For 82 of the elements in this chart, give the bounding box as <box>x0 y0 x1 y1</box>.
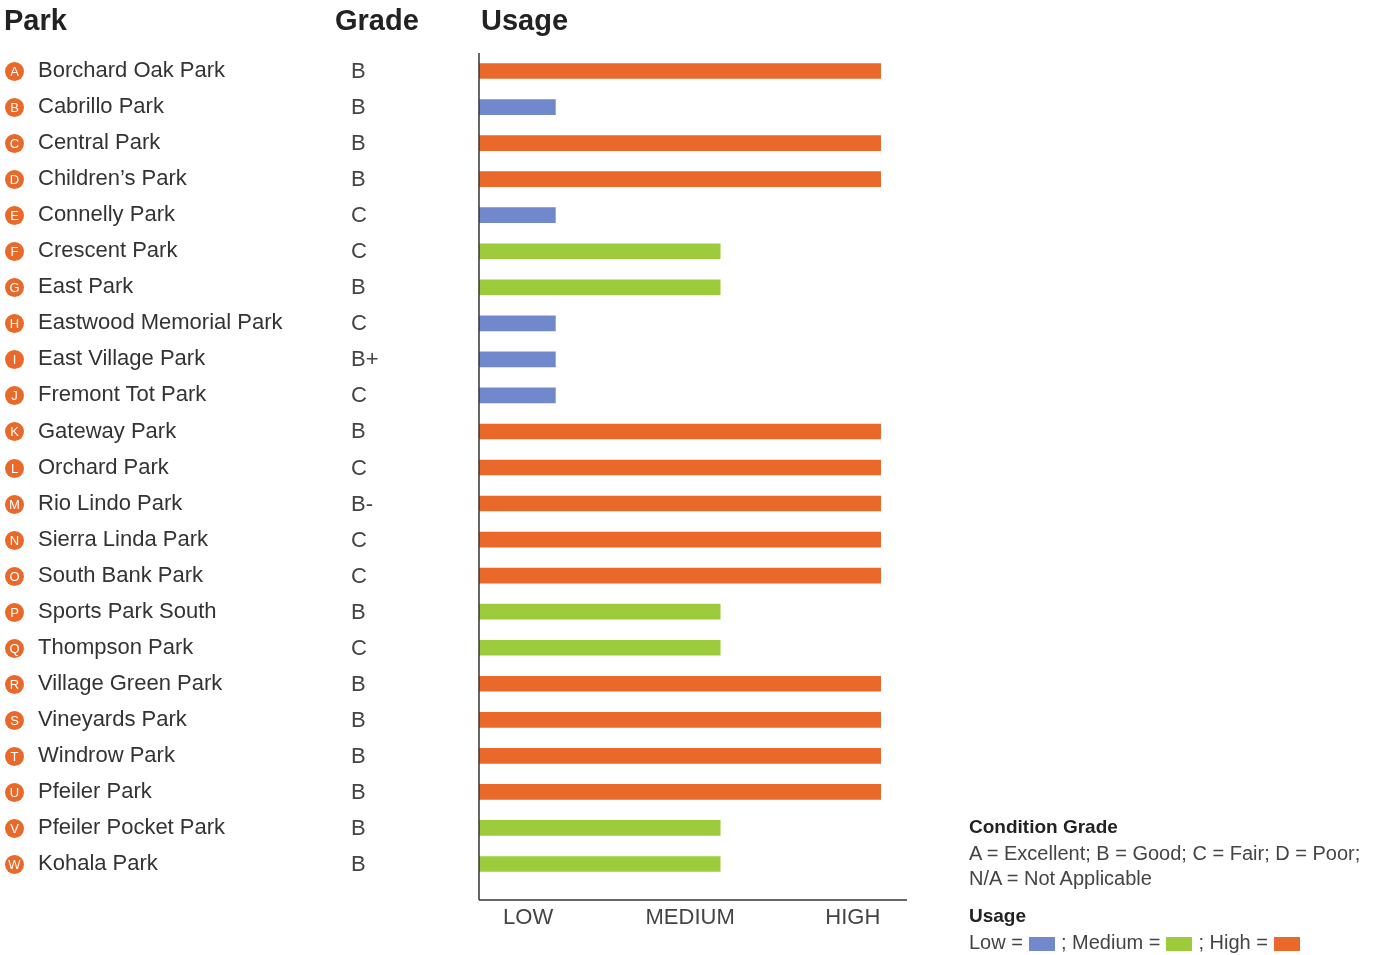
y-tick-label: East Park <box>38 273 135 299</box>
chart-title: Usage <box>481 4 569 37</box>
text: C <box>351 526 367 553</box>
letter-badge-icon: D <box>5 170 24 190</box>
y-tick-label: Rio Lindo Park <box>38 489 184 515</box>
y-tick-label: Gateway Park <box>38 417 178 443</box>
text: A = Excellent; B = Good; C = Fair; D = Poor; <box>969 842 1361 865</box>
letter-badge-icon: L <box>5 458 24 478</box>
letter-badge-icon: F <box>5 242 24 262</box>
y-tick-label: Cabrillo Park <box>38 93 165 119</box>
legend-label: Low = <box>969 931 1023 953</box>
text: B <box>351 778 366 805</box>
legend-label: ; High = <box>1198 931 1268 953</box>
letter-badge-icon: I <box>5 350 24 370</box>
letter-badge-icon: R <box>5 674 24 694</box>
y-tick-label: Sierra Linda Park <box>38 525 209 551</box>
letter-badge-icon: K <box>5 422 24 442</box>
y-tick-label: Vineyards Park <box>38 705 188 731</box>
text: B <box>351 670 366 697</box>
letter-badge-icon: G <box>5 278 24 298</box>
letter-badge-icon: A <box>5 62 24 81</box>
y-tick-label: Pfeiler Pocket Park <box>38 814 227 839</box>
text: C <box>351 634 367 661</box>
letter-badge-icon: U <box>5 782 24 802</box>
letter-badge-icon: J <box>5 386 24 406</box>
text: C <box>351 202 367 229</box>
text: Condition Grade <box>969 816 1118 838</box>
text: B <box>351 706 366 733</box>
letter-badge-icon: B <box>5 98 24 118</box>
letter-badge-icon: Q <box>5 638 24 658</box>
text: B <box>351 94 366 121</box>
text: B <box>351 598 366 625</box>
text: HIGH <box>825 904 881 930</box>
y-tick-label: Eastwood Memorial Park <box>38 309 284 335</box>
y-tick-label: South Bank Park <box>38 561 205 587</box>
y-tick-label: Windrow Park <box>38 741 176 767</box>
text: B+ <box>351 346 379 373</box>
letter-badge-icon: H <box>5 314 24 334</box>
y-tick-label: Sports Park South <box>38 597 217 623</box>
y-tick-label: Orchard Park <box>38 453 170 479</box>
letter-badge-icon: T <box>5 746 24 766</box>
letter-badge-icon: V <box>5 818 24 838</box>
legend-label: ; Medium = <box>1060 931 1161 953</box>
y-tick-label: Fremont Tot Park <box>38 381 208 407</box>
y-tick-label: Connelly Park <box>38 201 176 227</box>
text: C <box>351 382 367 409</box>
y-tick-label: Thompson Park <box>38 633 195 659</box>
letter-badge-icon: S <box>5 710 24 730</box>
text: C <box>351 310 367 337</box>
y-tick-label: Central Park <box>38 129 162 155</box>
text: B <box>351 58 366 85</box>
legend-title: Usage <box>969 905 1027 927</box>
y-tick-label: East Village Park <box>38 345 207 371</box>
text: B <box>351 130 366 157</box>
text: Park <box>4 4 67 37</box>
y-tick-label: Pfeiler Park <box>38 777 153 803</box>
letter-badge-icon: P <box>5 602 24 622</box>
text: Grade <box>335 4 419 37</box>
text: B <box>351 850 366 877</box>
y-tick-label: Crescent Park <box>38 237 179 263</box>
y-tick-label: Kohala Park <box>38 850 159 876</box>
text: LOW <box>503 904 554 930</box>
text: B <box>351 418 366 445</box>
y-tick-label: Village Green Park <box>38 669 224 695</box>
letter-badge-icon: O <box>5 566 24 586</box>
text: C <box>351 238 367 265</box>
letter-badge-icon: N <box>5 530 24 550</box>
letter-badge-icon: C <box>5 134 24 154</box>
text: C <box>351 562 367 589</box>
letter-badge-icon: M <box>5 494 24 514</box>
text: B <box>351 274 366 301</box>
text: C <box>351 454 367 481</box>
text: B <box>351 742 366 769</box>
text: B <box>351 166 366 193</box>
y-tick-label: Children’s Park <box>38 165 188 191</box>
text: N/A = Not Applicable <box>969 867 1152 890</box>
text: B <box>351 814 366 841</box>
text: MEDIUM <box>645 904 735 930</box>
letter-badge-icon: E <box>5 206 24 226</box>
y-tick-label: Borchard Oak Park <box>38 57 227 83</box>
letter-badge-icon: W <box>5 854 24 874</box>
text: B- <box>351 490 373 517</box>
